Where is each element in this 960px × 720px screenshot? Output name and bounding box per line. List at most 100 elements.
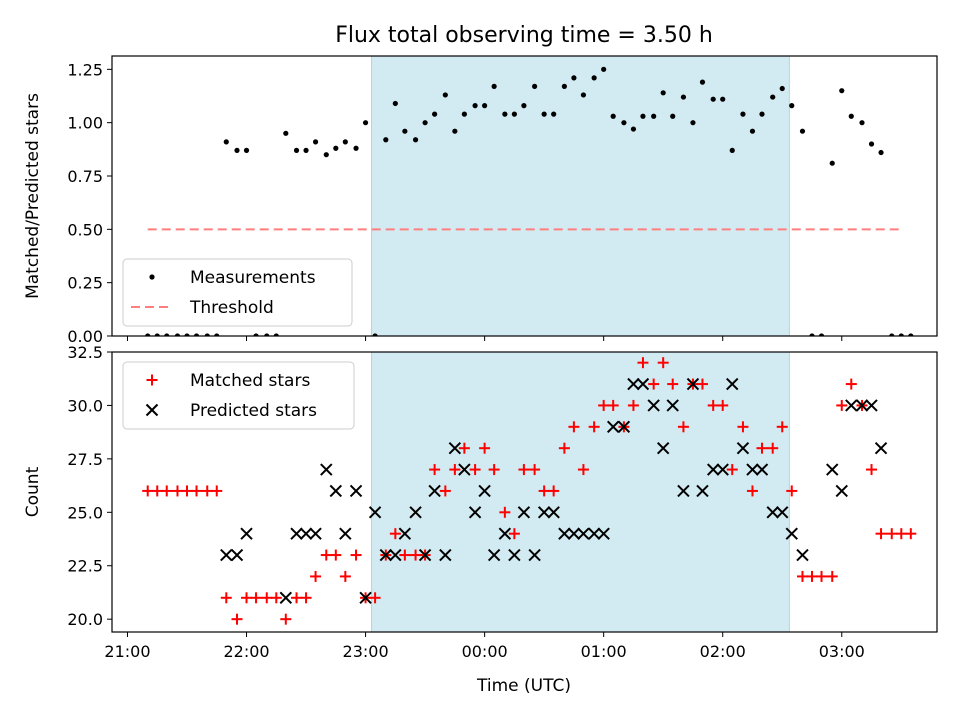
matched-star-marker (568, 421, 580, 433)
legend-measurement-marker (149, 274, 155, 280)
count-y-axis-label: Count (23, 466, 43, 517)
predicted-star-marker (686, 377, 700, 391)
matched-star-marker (270, 592, 282, 604)
measurement-point (412, 137, 419, 143)
matched-star-marker (598, 399, 610, 411)
predicted-star-marker (855, 399, 869, 412)
measurement-point (630, 126, 637, 132)
predicted-star-marker (428, 484, 441, 498)
ratio-panel: 0.00 0.25 0.50 0.75 1.00 1.25 Matched/Predicte… (23, 55, 938, 346)
measurement-point (342, 139, 348, 145)
count-plot-area (142, 357, 917, 625)
matched-star-marker (648, 378, 660, 390)
measurement-point (770, 94, 776, 100)
matched-star-marker (866, 464, 878, 476)
predicted-star-marker (309, 527, 322, 540)
matched-star-marker (796, 570, 808, 582)
count-observing-window (371, 351, 790, 633)
matched-star-marker (499, 506, 511, 518)
measurement-point (372, 333, 378, 336)
matched-star-marker (657, 357, 669, 369)
count-y-tick-label: 25.0 (67, 503, 103, 522)
predicted-star-marker (448, 441, 462, 455)
matched-star-marker (627, 399, 639, 411)
measurement-point (859, 120, 865, 126)
measurement-point (868, 141, 875, 147)
predicted-star-marker (290, 527, 303, 540)
predicted-star-marker (577, 527, 590, 540)
legend-label: Threshold (189, 298, 274, 318)
measurement-point (640, 113, 646, 119)
measurement-point (303, 147, 309, 153)
measurement-point (333, 145, 339, 151)
predicted-star-marker (240, 527, 253, 540)
predicted-star-marker (498, 527, 512, 540)
matched-star-marker (488, 464, 500, 476)
predicted-star-marker (845, 399, 858, 412)
predicted-star-marker (418, 548, 432, 562)
matched-star-marker (767, 442, 779, 454)
measurement-point (601, 66, 607, 72)
measurement-point (779, 85, 785, 92)
measurement-point (829, 160, 835, 166)
predicted-star-marker (706, 463, 720, 476)
predicted-star-marker (508, 548, 521, 562)
matched-star-marker (211, 485, 223, 497)
predicted-star-marker (349, 484, 363, 498)
measurement-point (749, 128, 756, 134)
predicted-star-marker (389, 548, 402, 562)
matched-star-marker (300, 592, 312, 604)
predicted-star-marker (606, 420, 620, 434)
x-tick-label: 00:00 (462, 642, 508, 661)
measurement-point (809, 333, 815, 336)
matched-star-marker (469, 464, 481, 476)
measurement-point (610, 113, 616, 119)
matched-star-marker (756, 442, 768, 454)
matched-star-marker (845, 378, 857, 390)
measurement-point (392, 100, 398, 107)
predicted-star-marker (746, 463, 759, 476)
predicted-star-marker (716, 463, 729, 476)
chart-title: Flux total observing time = 3.50 h (335, 23, 713, 48)
predicted-star-marker (865, 399, 878, 412)
matched-star-marker (429, 464, 441, 476)
predicted-star-marker (776, 506, 789, 519)
measurement-point (889, 333, 895, 336)
measurement-point (740, 111, 746, 117)
measurement-point (818, 333, 825, 336)
predicted-star-marker (755, 463, 769, 476)
count-y-tick-label: 32.5 (67, 343, 103, 362)
ratio-y-tick-label: 1.00 (67, 114, 103, 133)
x-tick-label: 23:00 (343, 642, 389, 661)
measurement-point (472, 103, 478, 109)
matched-star-marker (588, 421, 600, 433)
matched-star-marker (479, 442, 491, 454)
predicted-star-marker (468, 506, 482, 519)
count-panel: 20.0 22.5 25.0 27.5 30.0 32.5 21:00 22:00 23:00 0… (23, 343, 938, 661)
predicted-star-marker (647, 399, 660, 412)
measurement-point (264, 333, 270, 336)
ratio-observing-window (371, 55, 790, 337)
measurement-point (839, 88, 845, 94)
legend-box (122, 361, 355, 430)
matched-star-marker (726, 464, 738, 476)
matched-star-marker (261, 592, 273, 604)
count-legend: Matched stars Predicted stars (122, 361, 355, 430)
predicted-star-marker (597, 527, 610, 540)
measurement-point (383, 137, 389, 143)
measurement-point (145, 333, 151, 336)
predicted-star-marker (587, 527, 601, 540)
predicted-star-marker (537, 506, 551, 519)
predicted-star-marker (329, 484, 343, 498)
predicted-star-marker (299, 527, 313, 540)
matched-star-marker (171, 485, 183, 497)
matched-star-marker (786, 485, 798, 497)
measurement-point (580, 92, 587, 98)
measurement-point (442, 92, 448, 98)
x-tick-label: 02:00 (700, 642, 746, 661)
matched-star-marker (518, 464, 530, 476)
measurement-point (799, 128, 806, 134)
measurement-point (283, 130, 289, 136)
predicted-star-marker (487, 548, 501, 562)
predicted-star-marker (230, 548, 244, 562)
